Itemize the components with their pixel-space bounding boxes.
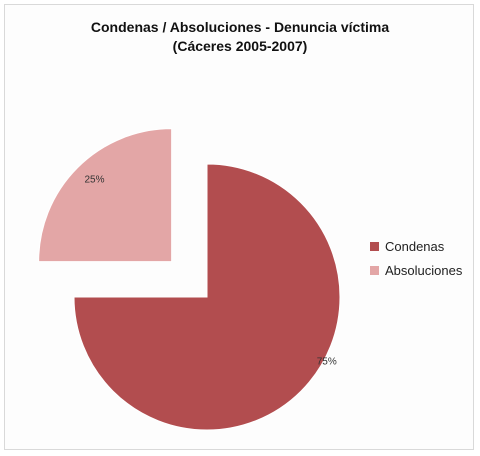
legend-label-condenas: Condenas xyxy=(385,238,445,254)
legend-item-condenas: Condenas xyxy=(370,234,462,258)
legend-item-absoluciones: Absoluciones xyxy=(370,258,462,282)
data-label-condenas: 75% xyxy=(317,357,337,368)
chart-title-block: Condenas / Absoluciones - Denuncia vícti… xyxy=(0,18,480,56)
legend-label-absoluciones: Absoluciones xyxy=(385,262,463,278)
chart-subtitle: (Cáceres 2005-2007) xyxy=(172,38,308,54)
legend-swatch-absoluciones xyxy=(370,265,379,275)
legend: Condenas Absoluciones xyxy=(370,234,462,282)
chart-title: Condenas / Absoluciones - Denuncia vícti… xyxy=(90,19,390,35)
pie-slice-condenas xyxy=(73,163,341,431)
legend-swatch-condenas xyxy=(370,241,379,251)
data-label-absoluciones: 25% xyxy=(85,175,105,186)
pie-slice-absoluciones xyxy=(38,128,173,263)
